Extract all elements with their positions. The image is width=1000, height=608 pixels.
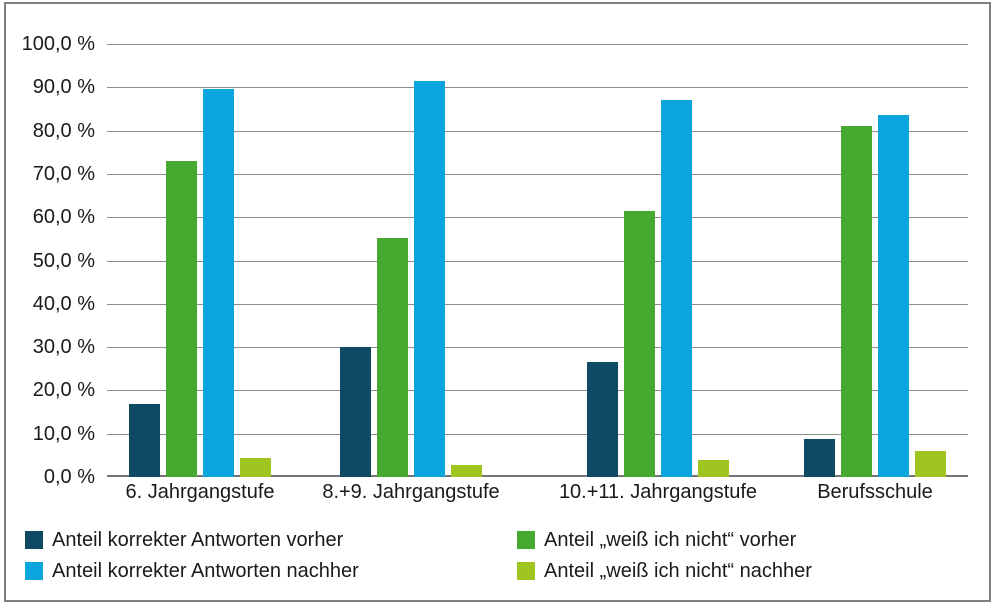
legend-item: Anteil „weiß ich nicht“ vorher: [517, 530, 812, 550]
legend-swatch-series3: [25, 562, 43, 580]
bar-series1-cat4: [804, 439, 835, 477]
legend-item: Anteil korrekter Antworten nachher: [25, 561, 359, 581]
y-gridline: [107, 87, 968, 88]
bar-series4-cat1: [240, 457, 271, 477]
legend-column-2: Anteil „weiß ich nicht“ vorher Anteil „we…: [517, 530, 812, 592]
y-tick-label: 30,0 %: [32, 336, 95, 359]
y-gridline: [107, 44, 968, 45]
x-axis-line: [107, 475, 968, 477]
y-tick-label: 80,0 %: [32, 119, 95, 142]
bar-series1-cat1: [129, 404, 160, 477]
bar-series2-cat3: [624, 210, 655, 477]
y-tick-label: 50,0 %: [32, 249, 95, 272]
legend-label: Anteil korrekter Antworten vorher: [52, 529, 344, 551]
y-gridline: [107, 131, 968, 132]
bar-cluster-3: [587, 44, 729, 477]
y-tick-label: 10,0 %: [32, 422, 95, 445]
bar-series3-cat4: [878, 115, 909, 477]
bar-series1-cat3: [587, 362, 618, 477]
y-tick-label: 20,0 %: [32, 379, 95, 402]
y-gridline: [107, 390, 968, 391]
x-axis-label: 8.+9. Jahrgangstufe: [322, 481, 500, 503]
y-tick-label: 60,0 %: [32, 206, 95, 229]
bar-series2-cat4: [841, 126, 872, 477]
y-tick-label: 90,0 %: [32, 76, 95, 99]
y-gridline: [107, 174, 968, 175]
y-gridline: [107, 347, 968, 348]
legend-item: Anteil „weiß ich nicht“ nachher: [517, 561, 812, 581]
bar-series2-cat2: [377, 237, 408, 477]
bar-series3-cat1: [203, 89, 234, 477]
bar-cluster-1: [129, 44, 271, 477]
bar-series3-cat3: [661, 100, 692, 477]
bar-series4-cat4: [915, 451, 946, 477]
y-tick-label: 40,0 %: [32, 292, 95, 315]
legend-label: Anteil korrekter Antworten nachher: [52, 560, 359, 582]
legend-label: Anteil „weiß ich nicht“ vorher: [544, 529, 797, 551]
y-tick-label: 0,0 %: [43, 466, 95, 488]
y-gridline: [107, 434, 968, 435]
x-axis-label: Berufsschule: [817, 481, 933, 503]
legend-swatch-series2: [517, 531, 535, 549]
bar-cluster-2: [340, 44, 482, 477]
legend-swatch-series4: [517, 562, 535, 580]
legend-column-1: Anteil korrekter Antworten vorher Anteil …: [25, 530, 359, 592]
bar-series1-cat2: [340, 347, 371, 477]
y-gridline: [107, 217, 968, 218]
y-gridline: [107, 304, 968, 305]
bar-series3-cat2: [414, 80, 445, 477]
bar-cluster-4: [804, 44, 946, 477]
legend-item: Anteil korrekter Antworten vorher: [25, 530, 359, 550]
bar-series4-cat3: [698, 460, 729, 477]
legend-swatch-series1: [25, 531, 43, 549]
y-tick-label: 100,0 %: [21, 33, 95, 55]
legend-label: Anteil „weiß ich nicht“ nachher: [544, 560, 812, 582]
y-tick-label: 70,0 %: [32, 162, 95, 185]
x-axis-label: 6. Jahrgangstufe: [125, 481, 275, 503]
gridlines-layer: [107, 44, 968, 477]
y-gridline: [107, 261, 968, 262]
plot-area: [107, 44, 968, 477]
x-axis-label: 10.+11. Jahrgangstufe: [558, 481, 758, 503]
bar-series4-cat2: [451, 465, 482, 477]
bar-series2-cat1: [166, 160, 197, 477]
